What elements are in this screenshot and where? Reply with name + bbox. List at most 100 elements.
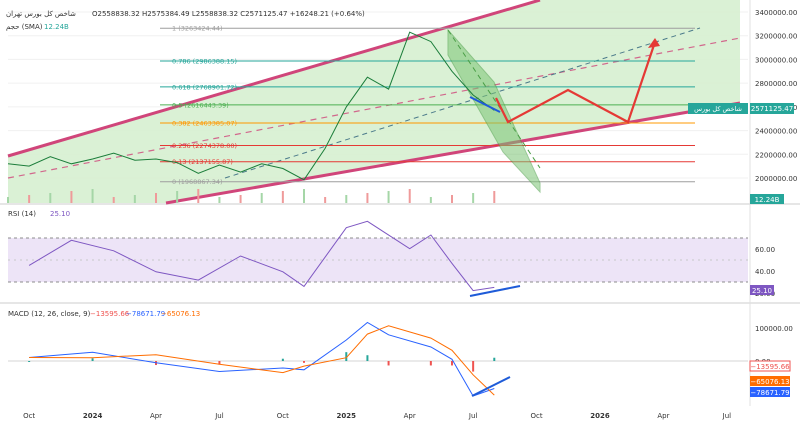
macd-hist-bar	[345, 352, 348, 361]
volume-bars	[7, 189, 496, 203]
volume-sma-value: 12.24B	[44, 23, 69, 31]
price-tick-label: 3200000.00	[755, 33, 797, 41]
time-tick-label: Apr	[404, 412, 416, 420]
macd-signal-badge	[750, 376, 790, 386]
volume-bar	[493, 191, 496, 203]
last-price-value: 2571125.47	[751, 105, 793, 113]
time-tick-label: Jul	[722, 412, 732, 420]
time-axis[interactable]: Oct 2024 Apr Jul Oct 2025 Apr Jul Oct 2026 Apr Jul	[23, 412, 731, 420]
fib-level-label: 0 (1968867.34)	[172, 178, 223, 186]
volume-bar	[387, 191, 390, 203]
price-tick-label: 2200000.00	[755, 151, 797, 159]
falling-channel[interactable]	[447, 28, 541, 194]
time-tick-label: Apr	[657, 412, 669, 420]
volume-bar	[303, 189, 305, 203]
macd-hist-bar	[91, 358, 94, 361]
macd-signal-value: −65076.13	[161, 310, 200, 318]
time-tick-label: Jul	[468, 412, 478, 420]
last-price-badge	[750, 103, 794, 114]
price-line	[7, 31, 495, 181]
channel-upper-line[interactable]	[7, 0, 541, 158]
macd-title: MACD (12, 26, close, 9)	[8, 310, 91, 318]
volume-bar	[239, 195, 242, 203]
macd-line	[29, 321, 495, 397]
volume-bar	[70, 191, 73, 203]
time-tick-label: Jul	[214, 412, 224, 420]
rsi-badge-value: 25.10	[752, 287, 772, 295]
macd-hist-value: −13595.66	[90, 310, 130, 318]
price-divergence-line[interactable]	[469, 96, 501, 113]
price-tick-label: 2000000.00	[755, 175, 797, 183]
trend-dashed-line[interactable]	[224, 27, 701, 179]
rsi-value: 25.10	[50, 210, 70, 218]
channel-lower-line[interactable]	[165, 101, 741, 205]
macd-hist-bar	[451, 361, 453, 366]
price-tick-label: 3400000.00	[755, 9, 797, 17]
macd-hist-bar	[493, 357, 496, 361]
pane-divider[interactable]	[0, 203, 800, 205]
rsi-divergence-line[interactable]	[469, 285, 521, 297]
macd-signal-line	[29, 325, 495, 396]
projection-path[interactable]	[495, 41, 657, 124]
channel-fill	[8, 0, 740, 203]
volume-bar	[49, 193, 52, 203]
macd-divergence-line[interactable]	[471, 376, 511, 397]
projection-arrowhead	[648, 38, 660, 48]
macd-hist-bar	[28, 361, 31, 362]
volume-sma-label: حجم (SMA)	[6, 23, 43, 31]
fib-level-label: 0.618 (2768901.72)	[172, 83, 237, 91]
macd-hist-badge-value: −13595.66	[750, 363, 790, 371]
price-tick-label: 2400000.00	[755, 128, 797, 136]
macd-tick-100000: 100000.00	[755, 325, 793, 333]
last-price-symbol: شاخص کل بورس	[694, 105, 742, 113]
macd-hist-bar	[281, 358, 284, 361]
time-tick-label: Oct	[531, 412, 543, 420]
volume-bar	[345, 195, 348, 203]
fib-level-label: 0.236 (2274378.00)	[172, 142, 237, 150]
fib-level-label: 0.786 (2986388.15)	[172, 58, 237, 66]
fib-retracement[interactable]: 1 (3263424.44) 0.786 (2986388.15) 0.618 (2…	[160, 25, 695, 186]
volume-badge	[750, 194, 784, 204]
volume-bar	[197, 189, 200, 203]
volume-bar	[112, 197, 115, 203]
time-tick-label: 2025	[337, 412, 357, 420]
rsi-title: RSI (14)	[8, 210, 36, 218]
time-tick-label: 2026	[590, 412, 610, 420]
volume-bar	[429, 197, 432, 203]
pane-divider[interactable]	[0, 302, 800, 304]
rsi-tick-60: 60.00	[755, 246, 775, 254]
price-tick-label: 3000000.00	[755, 56, 797, 64]
volume-bar	[133, 195, 136, 203]
falling-channel-mid	[447, 29, 541, 169]
rsi-band	[8, 238, 748, 282]
macd-hist-bar	[387, 361, 390, 366]
time-tick-label: Apr	[150, 412, 162, 420]
volume-bar	[260, 193, 263, 203]
volume-bar	[28, 195, 31, 203]
fib-level-label: 1 (3263424.44)	[172, 25, 223, 33]
macd-hist-bar	[472, 361, 475, 372]
volume-badge-value: 12.24B	[755, 196, 780, 204]
fib-level-label: 0.382 (2463385.07)	[172, 120, 237, 128]
macd-hist-bar	[366, 355, 369, 361]
fib-level-label: 0.13 (2137155.87)	[172, 158, 233, 166]
time-tick-label: Oct	[277, 412, 289, 420]
volume-bar	[218, 197, 221, 203]
volume-bar	[324, 197, 327, 203]
volume-bar	[408, 189, 411, 203]
rsi-badge	[750, 285, 774, 295]
price-tick-label: 2800000.00	[755, 80, 797, 88]
macd-line-badge-value: −78671.79	[750, 389, 789, 397]
time-tick-label: 2024	[83, 412, 103, 420]
volume-bar	[472, 193, 475, 203]
last-price-symbol-badge	[688, 103, 748, 114]
volume-bar	[366, 193, 369, 203]
ohlc-readout: O2558838.32 H2575384.49 L2558838.32 C257…	[92, 10, 365, 18]
rsi-line	[28, 220, 495, 292]
macd-hist-bar	[429, 361, 432, 366]
volume-bar	[451, 195, 453, 203]
volume-bar	[176, 191, 179, 203]
rsi-tick-40: 40.00	[755, 268, 775, 276]
fib-level-label: 0.5 (2616443.39)	[172, 101, 229, 109]
